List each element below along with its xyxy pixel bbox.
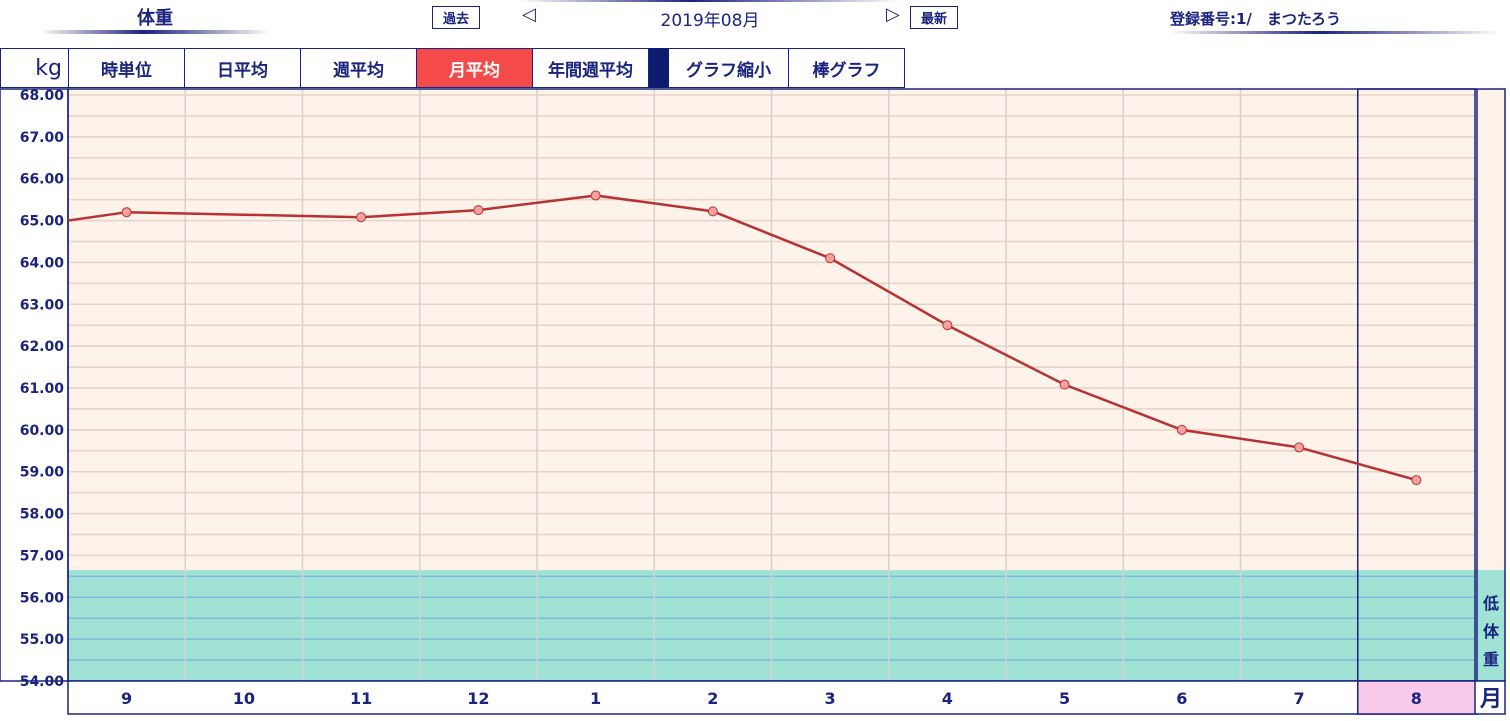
y-tick-label: 64.00: [20, 255, 65, 271]
latest-button[interactable]: 最新: [910, 6, 959, 29]
user-underline: [1170, 31, 1500, 34]
x-tick-label: 4: [942, 689, 953, 708]
data-point: [1294, 442, 1305, 453]
x-axis-bar: [67, 680, 1506, 715]
period-topline: [520, 0, 900, 2]
data-point: [590, 190, 601, 201]
tab-daily[interactable]: 日平均: [185, 48, 301, 88]
x-tick-label: 10: [233, 689, 255, 708]
prev-arrow-icon[interactable]: ◁: [522, 4, 536, 25]
data-point: [1176, 424, 1187, 435]
y-tick-label: 54.00: [20, 674, 65, 690]
y-tick-label: 57.00: [20, 548, 65, 564]
x-tick-label: 7: [1294, 689, 1305, 708]
tab-shrink-graph[interactable]: グラフ縮小: [669, 48, 789, 88]
user-label: 登録番号:1/ まつたろう: [1170, 10, 1342, 28]
y-tick-label: 58.00: [20, 507, 65, 523]
data-point: [473, 205, 484, 216]
y-tick-label: 65.00: [20, 214, 65, 230]
x-tick-label: 6: [1176, 689, 1187, 708]
view-tabs: kg 時単位 日平均 週平均 月平均 年間週平均 グラフ縮小 棒グラフ: [0, 48, 905, 88]
y-tick-label: 68.00: [20, 88, 65, 104]
data-point: [356, 212, 367, 223]
y-tick-label: 67.00: [20, 130, 65, 146]
tab-yearly-weekly[interactable]: 年間週平均: [533, 48, 649, 88]
data-point: [121, 207, 132, 218]
title-underline: [40, 30, 270, 34]
y-tick-label: 60.00: [20, 423, 65, 439]
x-tick-label: 9: [121, 689, 132, 708]
y-tick-label: 61.00: [20, 381, 65, 397]
y-axis-frame: [0, 88, 69, 682]
page-title: 体重: [137, 8, 173, 29]
period-label: 2019年08月: [660, 11, 760, 31]
y-tick-label: 56.00: [20, 590, 65, 606]
x-tick-label: 11: [350, 689, 372, 708]
x-tick-label: 5: [1059, 689, 1070, 708]
x-tick-label: 8: [1411, 689, 1422, 708]
tab-monthly[interactable]: 月平均: [417, 48, 533, 88]
y-tick-label: 55.00: [20, 632, 65, 648]
prev-button[interactable]: 過去: [432, 6, 481, 29]
x-tick-label: 2: [707, 689, 718, 708]
y-tick-label: 59.00: [20, 465, 65, 481]
next-arrow-icon[interactable]: ▷: [886, 4, 900, 25]
current-month-cell: [1357, 680, 1476, 715]
data-point: [825, 253, 836, 264]
data-point: [1059, 379, 1070, 390]
unit-label: kg: [0, 48, 69, 88]
x-axis-unit: 月: [1479, 687, 1502, 712]
data-point: [1411, 475, 1422, 486]
tab-weekly[interactable]: 週平均: [301, 48, 417, 88]
data-point: [942, 320, 953, 331]
tab-divider: [649, 48, 669, 88]
low-weight-zone: [68, 570, 1505, 681]
low-weight-zone-label: 低体重: [1482, 594, 1499, 669]
y-tick-label: 66.00: [20, 172, 65, 188]
weight-line: [67, 194, 1417, 482]
x-tick-label: 3: [825, 689, 836, 708]
tab-hourly[interactable]: 時単位: [69, 48, 185, 88]
tab-bar-graph[interactable]: 棒グラフ: [789, 48, 905, 88]
y-tick-label: 62.00: [20, 339, 65, 355]
x-tick-label: 12: [467, 689, 489, 708]
y-tick-label: 63.00: [20, 297, 65, 313]
data-point: [707, 206, 718, 217]
x-tick-label: 1: [590, 689, 601, 708]
zone-label-bg: [1475, 89, 1505, 571]
